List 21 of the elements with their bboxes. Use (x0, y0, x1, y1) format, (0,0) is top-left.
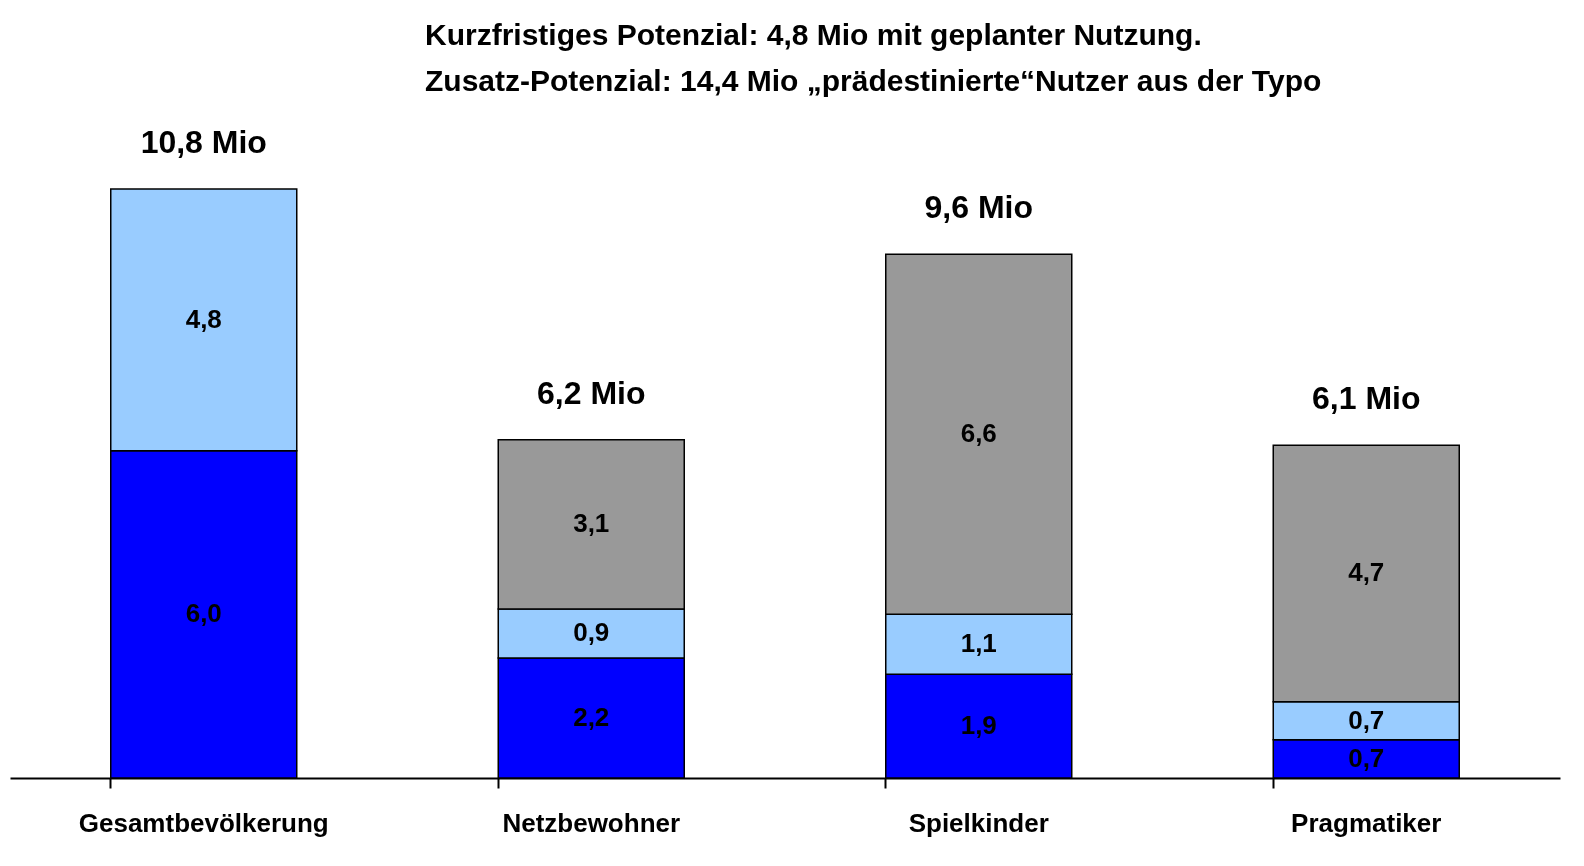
x-tick-label: Gesamtbevölkerung (78, 807, 329, 838)
total-label: 10,8 Mio (140, 123, 267, 160)
total-label: 9,6 Mio (924, 189, 1033, 226)
text: Kurzfristiges Potenzial: 4,8 Mio mit geplanter Nutzung. (425, 17, 1202, 51)
data-label: 0,7 (1348, 704, 1385, 735)
data-label: 0,7 (1348, 742, 1385, 773)
data-label: 6,0 (185, 598, 222, 629)
data-label: 1,9 (960, 710, 997, 741)
data-label: 6,6 (960, 418, 997, 449)
data-label: 1,1 (960, 628, 997, 659)
x-tick-label: Netzbewohner (502, 807, 681, 838)
text: Zusatz-Potenzial: 14,4 Mio „prädestinierte“Nutzer aus der Typo (425, 63, 1322, 97)
data-label: 4,7 (1348, 557, 1385, 588)
x-tick-label: Pragmatiker (1291, 807, 1442, 838)
data-label: 4,8 (185, 303, 222, 334)
total-label: 6,1 Mio (1312, 380, 1421, 417)
data-label: 2,2 (573, 702, 610, 732)
data-label: 0,9 (573, 617, 610, 648)
x-tick-label: Spielkinder (908, 807, 1049, 838)
total-label: 6,2 Mio (537, 374, 646, 411)
data-label: 3,1 (573, 508, 610, 539)
